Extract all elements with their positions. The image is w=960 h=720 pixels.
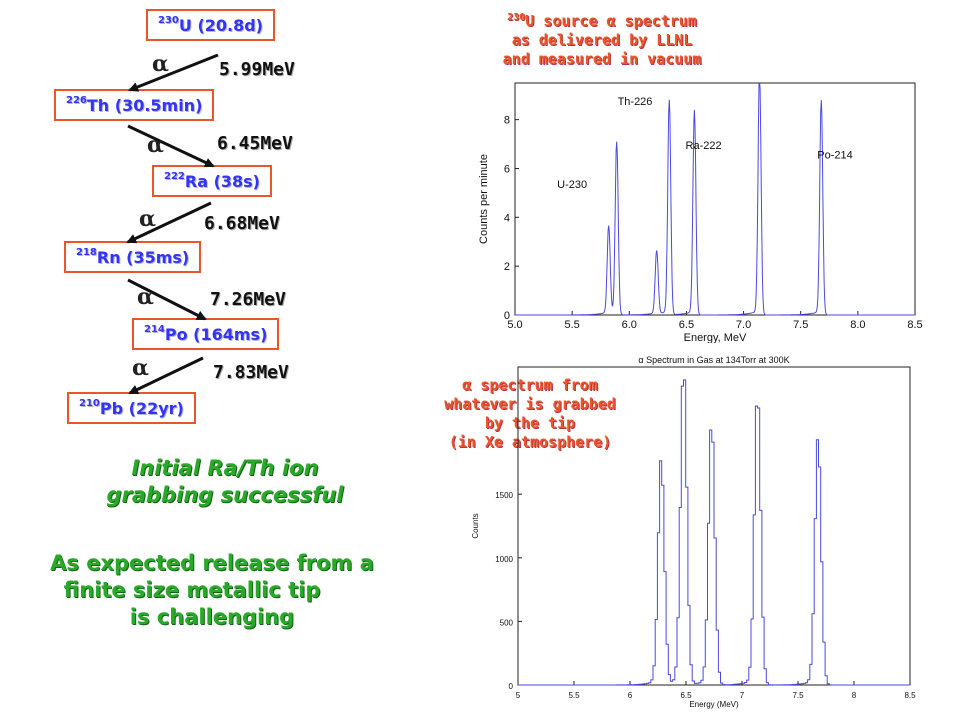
x-tick-label: 7.0 [736, 319, 751, 331]
bottom-caption-line1: α spectrum from [462, 376, 598, 394]
y-axis-label: Counts [471, 513, 480, 538]
top-caption-line2: as delivered by LLNL [511, 31, 693, 49]
decay-energy-3: 6.68MeV [204, 213, 280, 234]
x-tick-label: 8 [852, 691, 857, 700]
decay-energy-2: 6.45MeV [217, 133, 293, 154]
y-tick-label: 4 [504, 212, 510, 224]
isotope-box-pb210: 210Pb (22yr) [67, 392, 196, 424]
x-tick-label: 5.0 [507, 319, 522, 331]
decay-energy-1: 5.99MeV [219, 59, 295, 80]
y-axis-label: Counts per minute [478, 154, 490, 244]
chart-title: α Spectrum in Gas at 134Torr at 300K [638, 355, 789, 365]
x-tick-label: 5 [516, 691, 521, 700]
isotope-box-rn218: 218Rn (35ms) [64, 241, 202, 273]
y-tick-label: 0 [504, 310, 510, 322]
peak-annotation: Th-226 [618, 96, 653, 108]
success-note-line2: grabbing successful [106, 483, 344, 507]
peak-annotation: Po-214 [817, 150, 852, 162]
x-tick-label: 5.5 [568, 691, 580, 700]
x-tick-label: 6.5 [680, 691, 692, 700]
success-note: Initial Ra/Th ion grabbing successful [60, 455, 390, 509]
decay-energy-5: 7.83MeV [213, 362, 289, 383]
vacuum-alpha-spectrum-chart: 5.0 5.5 6.0 6.5 7.0 7.5 8.0 8.5 0 2 4 6 8 Energy, MeV… [478, 81, 923, 343]
x-tick-label: 8.5 [904, 691, 916, 700]
alpha-symbol-3: α [139, 206, 156, 232]
challenge-note-line2: finite size metallic tip [63, 578, 321, 602]
decay-arrow-2 [127, 124, 215, 168]
y-tick-label: 0 [509, 682, 514, 691]
isotope-box-th226: 226Th (30.5min) [54, 89, 215, 121]
success-note-line1: Initial Ra/Th ion [131, 456, 319, 480]
bottom-spectrum-caption: α spectrum from whatever is grabbed by t… [405, 376, 655, 452]
bottom-caption-line4: (in Xe atmosphere) [448, 433, 612, 451]
decay-arrow-1 [128, 53, 219, 92]
alpha-symbol-5: α [132, 355, 149, 381]
alpha-symbol-2: α [147, 132, 164, 158]
xe-alpha-spectrum-chart: 5 5.5 6 6.5 7 7.5 8 8.5 0 500 1000 1500 Energy (MeV)… [471, 355, 916, 709]
top-spectrum-caption: 230U source α spectrum as delivered by L… [462, 8, 742, 69]
x-tick-label: 8.0 [850, 319, 865, 331]
y-tick-label: 8 [504, 115, 510, 127]
x-axis-label: Energy (MeV) [689, 700, 739, 709]
spectrum-line [518, 379, 910, 686]
bottom-caption-line2: whatever is grabbed [444, 395, 616, 413]
decay-energy-4: 7.26MeV [210, 289, 286, 310]
x-tick-label: 7.5 [793, 319, 808, 331]
x-tick-label: 7.5 [792, 691, 804, 700]
alpha-symbol-4: α [137, 284, 154, 310]
isotope-box-po214: 214Po (164ms) [132, 318, 280, 350]
isotope-box-u230: 230U (20.8d) [146, 9, 275, 41]
top-caption-line3: and measured in vacuum [502, 50, 702, 68]
x-tick-label: 8.5 [907, 319, 922, 331]
x-tick-label: 7 [740, 691, 745, 700]
top-caption-line1: 230U source α spectrum [507, 12, 697, 30]
plot-frame [514, 82, 916, 316]
alpha-symbol-1: α [152, 51, 169, 77]
spectrum-line [515, 81, 915, 316]
y-tick-label: 2 [504, 261, 510, 273]
isotope-box-ra222: 222Ra (38s) [152, 165, 272, 197]
x-tick-label: 5.5 [564, 319, 579, 331]
y-tick-label: 1500 [495, 491, 513, 500]
x-tick-label: 6 [628, 691, 633, 700]
challenge-note-line3: is challenging [129, 605, 295, 629]
y-tick-label: 500 [500, 618, 514, 627]
x-axis-label: Energy, MeV [684, 332, 747, 343]
peak-annotation: U-230 [557, 179, 587, 191]
challenge-note: As expected release from a finite size m… [12, 550, 412, 631]
x-tick-label: 6.0 [622, 319, 637, 331]
challenge-note-line1: As expected release from a [50, 551, 374, 575]
x-tick-label: 6.5 [679, 319, 694, 331]
y-tick-label: 1000 [495, 555, 513, 564]
bottom-caption-line3: by the tip [484, 414, 576, 432]
y-tick-label: 6 [504, 163, 510, 175]
plot-frame [517, 366, 911, 686]
peak-annotation: Ra-222 [686, 140, 722, 152]
